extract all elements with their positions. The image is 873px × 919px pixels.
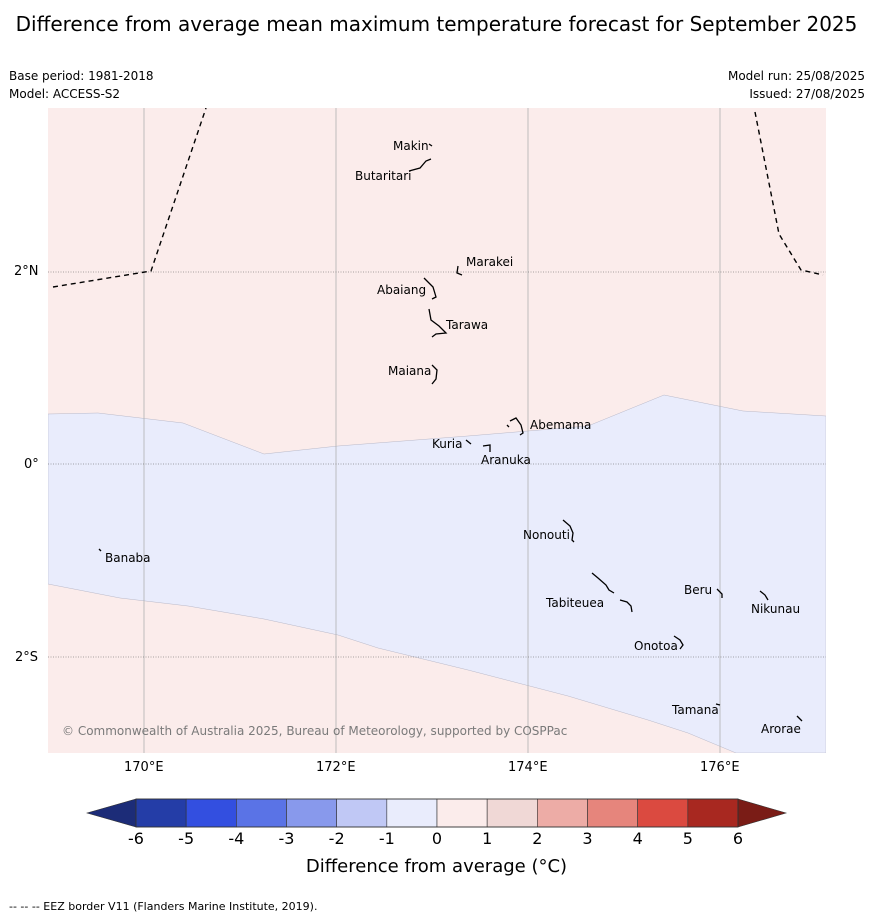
lat-label-2n: 2°N [14,264,39,279]
island-abemama [509,417,524,436]
island-arorae [796,715,803,722]
label-nonouti: Nonouti [523,528,570,542]
lon-label-170e: 170°E [124,760,164,775]
colorbar-tick-label: 3 [582,829,593,848]
colorbar-title: Difference from average (°C) [305,856,568,877]
map-title: Difference from average mean maximum tem… [15,12,858,36]
colorbar-tick-label: -1 [378,829,395,848]
colorbar [86,798,788,828]
island-aranuka [482,444,491,452]
issued-date: Issued: 27/08/2025 [749,87,865,101]
colorbar-cell [537,798,588,828]
colorbar-cell [436,798,488,828]
island-tabiteuea-south [619,599,633,613]
label-beru: Beru [684,583,713,597]
label-onotoa: Onotoa [634,639,678,653]
model-name: Model: ACCESS-S2 [9,87,121,101]
lat-lines [48,271,826,658]
meta-right: Model run: 25/08/2025 Issued: 27/08/2025 [728,67,865,103]
colorbar-tick-label: -3 [278,829,295,848]
colorbar-cell [236,798,287,828]
colorbar-tick-label: 1 [482,829,493,848]
meta-left: Base period: 1981-2018 Model: ACCESS-S2 [9,67,154,103]
colorbar-low-extend [86,798,137,828]
island-outlines [98,143,803,722]
colorbar-tick-label: 5 [682,829,693,848]
eez-border [52,108,824,288]
colorbar-cell [637,798,689,828]
lat-label-2s: 2°S [15,650,39,665]
colorbar-tick-label: -4 [228,829,245,848]
island-abaiang [423,277,437,300]
colorbar-frame [135,798,739,828]
label-tabiteuea: Tabiteuea [546,596,605,610]
island-abemama-small [506,424,510,428]
island-onotoa [673,635,684,650]
eez-footnote: -- -- -- EEZ border V11 (Flanders Marine… [9,900,318,913]
island-banaba [98,548,102,552]
colorbar-cell [185,798,237,828]
label-nikunau: Nikunau [751,602,801,616]
colorbar-cell [687,798,739,828]
label-tarawa: Tarawa [446,318,489,332]
island-nikunau [759,590,769,601]
colorbar-cell [587,798,638,828]
island-tamana [715,703,721,706]
map-canvas [48,108,826,753]
model-run: Model run: 25/08/2025 [727,69,865,83]
label-aranuka: Aranuka [481,453,531,467]
colorbar-cell [486,798,538,828]
island-tabiteuea [591,572,615,594]
colorbar-tick-label: 6 [732,829,744,848]
island-marakei [456,265,463,276]
label-maiana: Maiana [388,364,432,378]
label-abaiang: Abaiang [377,283,427,297]
island-makin [428,143,433,147]
colorbar-tick-label: -2 [328,829,345,848]
colorbar-tick-label: 2 [532,829,543,848]
lon-label-174e: 174°E [508,760,548,775]
label-makin: Makin [393,139,429,153]
label-butaritari: Butaritari [355,169,412,183]
colorbar-cell [135,798,187,828]
colorbar-cell [286,798,337,828]
island-beru [716,588,723,598]
base-period: Base period: 1981-2018 [9,69,154,83]
island-maiana [431,364,438,385]
label-banaba: Banaba [105,551,151,565]
colorbar-cell [336,798,388,828]
colorbar-tick-label: 0 [431,829,443,848]
island-nonouti [562,519,575,543]
label-arorae: Arorae [761,722,801,736]
lon-label-176e: 176°E [700,760,740,775]
colorbar-cells [135,798,739,828]
colorbar-tick-label: -6 [128,829,144,848]
label-marakei: Marakei [466,255,514,269]
label-kuria: Kuria [432,437,463,451]
label-tamana: Tamana [672,703,719,717]
copyright-notice: © Commonwealth of Australia 2025, Bureau… [62,724,568,738]
colorbar-high-extend [737,798,788,828]
colorbar-tick-label: -5 [178,829,195,848]
cool-anomaly-region [48,394,826,753]
island-butaritari [408,158,432,172]
lat-label-0: 0° [24,457,39,472]
colorbar-tick-label: 4 [632,829,643,848]
island-tarawa [428,308,448,338]
island-kuria [465,439,472,445]
lon-label-172e: 172°E [316,760,356,775]
graticule [143,108,721,753]
colorbar-cell [386,798,438,828]
label-abemama: Abemama [530,418,592,432]
